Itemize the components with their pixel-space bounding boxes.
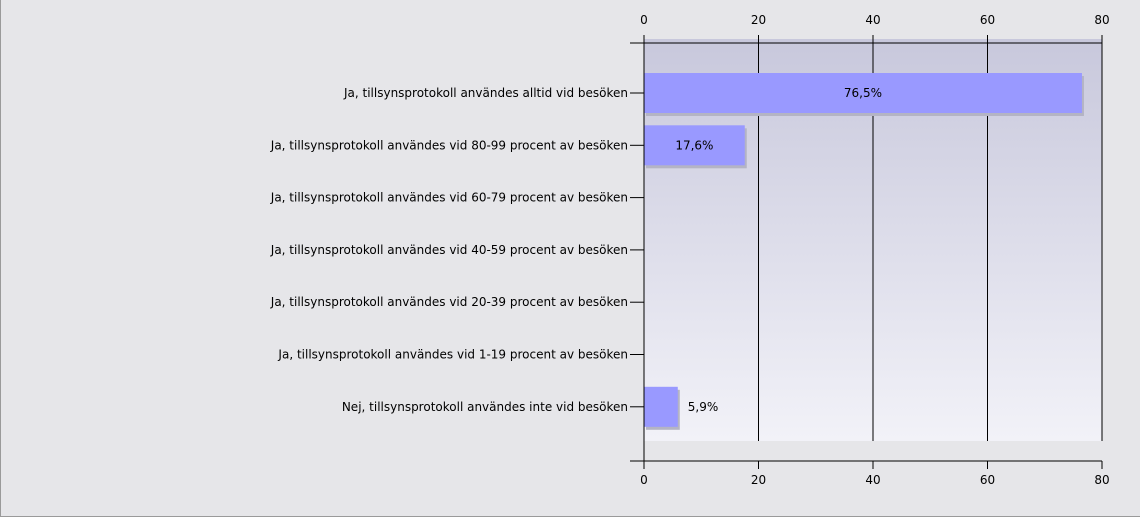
category-label: Ja, tillsynsprotokoll användes vid 40-59… <box>270 243 628 257</box>
top-tick-label: 20 <box>751 13 766 27</box>
category-label: Ja, tillsynsprotokoll användes alltid vi… <box>343 86 628 100</box>
category-label: Ja, tillsynsprotokoll användes vid 20-39… <box>270 295 628 309</box>
bottom-tick-label: 80 <box>1094 473 1109 487</box>
top-tick-label: 80 <box>1094 13 1109 27</box>
axes <box>630 35 1103 469</box>
category-label: Ja, tillsynsprotokoll användes vid 60-79… <box>270 191 628 205</box>
bottom-tick-label: 20 <box>751 473 766 487</box>
labels: 0 0 20 20 40 40 60 60 80 80 Ja, tillsynsprotokoll … <box>270 13 1110 487</box>
bottom-tick-label: 40 <box>865 473 880 487</box>
top-tick-label: 0 <box>640 13 648 27</box>
bar <box>644 386 678 427</box>
category-label: Nej, tillsynsprotokoll användes inte vid… <box>342 400 628 414</box>
top-tick-label: 40 <box>865 13 880 27</box>
bottom-tick-label: 0 <box>640 473 648 487</box>
data-label: 76,5% <box>844 86 882 100</box>
bottom-tick-label: 60 <box>980 473 995 487</box>
bar <box>644 125 745 166</box>
data-label: 5,9% <box>688 400 719 414</box>
data-label: 17,6% <box>675 138 713 152</box>
category-label: Ja, tillsynsprotokoll användes vid 1-19 … <box>277 348 628 362</box>
bar <box>644 73 1082 113</box>
category-label: Ja, tillsynsprotokoll användes vid 80-99… <box>270 138 628 152</box>
top-tick-label: 60 <box>980 13 995 27</box>
bars <box>644 73 1084 430</box>
